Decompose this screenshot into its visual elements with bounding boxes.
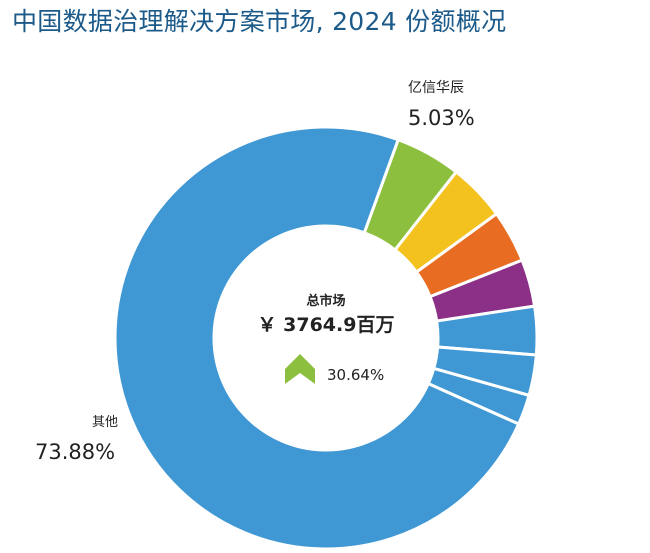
chart-title: 中国数据治理解决方案市场, 2024 份额概况 (12, 7, 507, 36)
slice-label-value: 73.88% (35, 440, 115, 464)
center-summary: 总市场 ￥ 3764.9百万 30.64% (258, 293, 395, 384)
growth-up-arrow-icon (285, 354, 315, 384)
slice-label-value: 5.03% (408, 106, 475, 130)
growth-rate: 30.64% (327, 366, 384, 384)
slice-label-yixin: 亿信华辰 5.03% (408, 80, 475, 130)
slice-group (113, 125, 539, 551)
slice-label-others: 其他 73.88% (35, 415, 118, 464)
slice-label-name: 亿信华辰 (408, 80, 464, 96)
donut-slice-其他 (113, 125, 521, 551)
total-market-value: ￥ 3764.9百万 (258, 314, 395, 336)
slice-label-name: 其他 (92, 415, 118, 430)
center-label: 总市场 (306, 293, 345, 309)
